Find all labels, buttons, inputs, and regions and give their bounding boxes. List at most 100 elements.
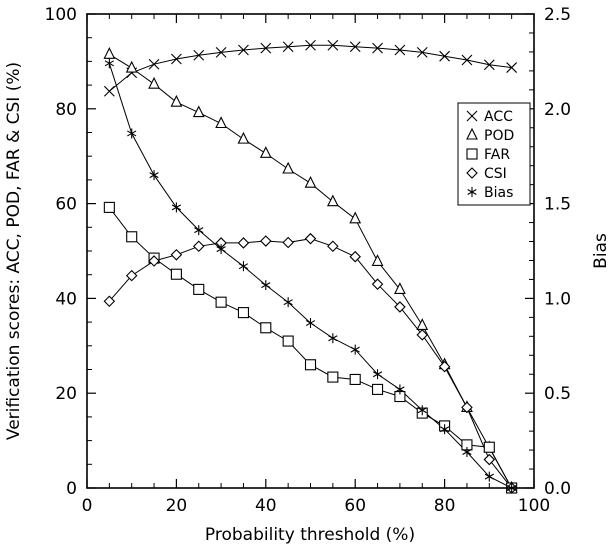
y2-axis-title: Bias xyxy=(591,233,611,269)
x-tick-label: 60 xyxy=(344,496,366,516)
marker-far xyxy=(327,371,339,383)
legend-marker-far xyxy=(466,148,478,160)
series-line-bias xyxy=(108,63,512,489)
y-tick-label: 80 xyxy=(55,100,77,120)
marker-acc xyxy=(394,44,406,56)
marker-far xyxy=(237,307,249,319)
marker-csi xyxy=(416,329,429,341)
marker-acc xyxy=(171,53,182,65)
marker-bias xyxy=(261,280,271,291)
marker-bias xyxy=(238,261,249,272)
y-tick-label: 40 xyxy=(55,289,77,309)
marker-pod xyxy=(237,131,250,144)
marker-far xyxy=(349,373,361,386)
legend-label-acc: ACC xyxy=(484,109,513,125)
marker-acc xyxy=(238,44,249,56)
marker-pod xyxy=(148,76,160,89)
marker-acc xyxy=(282,41,294,53)
x-tick-label: 0 xyxy=(82,496,93,516)
marker-acc xyxy=(215,47,227,58)
marker-csi xyxy=(438,360,451,373)
marker-far xyxy=(304,359,317,371)
legend-marker-pod xyxy=(466,127,478,140)
marker-far xyxy=(126,231,138,243)
marker-csi xyxy=(349,250,361,263)
marker-acc xyxy=(103,85,115,97)
marker-csi xyxy=(192,240,205,253)
marker-pod xyxy=(103,47,116,59)
marker-pod xyxy=(259,146,272,158)
marker-far xyxy=(483,441,495,453)
series-line-acc xyxy=(108,44,512,92)
series-line-pod xyxy=(109,53,513,489)
marker-far xyxy=(215,296,227,308)
marker-bias xyxy=(462,446,472,457)
marker-pod xyxy=(416,318,429,330)
y2-tick-label: 1.5 xyxy=(544,195,571,215)
marker-acc xyxy=(439,50,450,62)
marker-csi xyxy=(371,278,384,290)
marker-bias xyxy=(417,405,427,416)
marker-csi xyxy=(125,269,138,282)
marker-bias xyxy=(127,128,137,139)
x-tick-label: 80 xyxy=(434,496,456,516)
marker-acc xyxy=(461,54,473,66)
marker-acc xyxy=(305,39,316,51)
x-tick-label: 40 xyxy=(255,496,277,516)
marker-far xyxy=(193,283,205,295)
legend-marker-acc xyxy=(466,110,478,122)
marker-bias xyxy=(439,424,450,435)
marker-bias xyxy=(395,384,405,395)
y-tick-label: 0 xyxy=(66,479,77,499)
marker-csi xyxy=(260,235,272,247)
marker-pod xyxy=(215,116,227,129)
marker-bias xyxy=(372,369,383,380)
marker-acc xyxy=(327,39,339,51)
x-tick-label: 20 xyxy=(166,496,188,516)
y-tick-label: 20 xyxy=(55,384,77,404)
marker-acc xyxy=(483,59,495,71)
marker-csi xyxy=(237,237,250,249)
y2-tick-label: 0.0 xyxy=(544,479,571,499)
series-markers xyxy=(103,39,518,494)
marker-bias xyxy=(104,58,114,69)
marker-bias xyxy=(305,318,316,329)
legend-label-bias: Bias xyxy=(484,185,513,201)
marker-pod xyxy=(349,211,362,224)
marker-bias xyxy=(171,202,182,213)
marker-bias xyxy=(216,244,226,255)
y-tick-label: 100 xyxy=(45,5,77,25)
legend: ACC POD FAR CSI Bias xyxy=(457,102,531,206)
marker-csi xyxy=(170,249,183,261)
marker-pod xyxy=(371,254,384,266)
y2-tick-label: 0.5 xyxy=(544,384,571,404)
marker-csi xyxy=(483,453,496,466)
legend-label-far: FAR xyxy=(484,147,510,163)
marker-far xyxy=(170,268,182,280)
marker-acc xyxy=(372,42,383,54)
x-axis-title: Probability threshold (%) xyxy=(205,525,415,545)
tick-labels: 0 20 40 60 80 1000204060801000.00.51.01.52.02… xyxy=(45,5,572,516)
series-line-far xyxy=(108,207,513,489)
legend-marker-csi xyxy=(466,167,478,179)
marker-acc xyxy=(148,58,160,70)
marker-bias xyxy=(328,333,338,344)
marker-pod xyxy=(304,175,317,188)
marker-csi xyxy=(461,401,473,414)
marker-far xyxy=(260,322,272,334)
marker-bias xyxy=(283,297,293,308)
marker-csi xyxy=(327,240,339,253)
legend-label-csi: CSI xyxy=(484,166,507,182)
marker-acc xyxy=(416,47,428,58)
y-axis-title: Verification scores: ACC, POD, FAR & CSI… xyxy=(4,62,24,440)
marker-far xyxy=(371,383,384,395)
marker-bias xyxy=(350,344,360,355)
x-tick-label: 100 xyxy=(518,496,550,516)
y2-tick-label: 2.5 xyxy=(544,5,571,25)
series-lines xyxy=(108,44,513,489)
marker-csi xyxy=(148,255,160,267)
marker-pod xyxy=(394,282,406,294)
marker-bias xyxy=(149,170,159,181)
marker-acc xyxy=(506,62,518,73)
